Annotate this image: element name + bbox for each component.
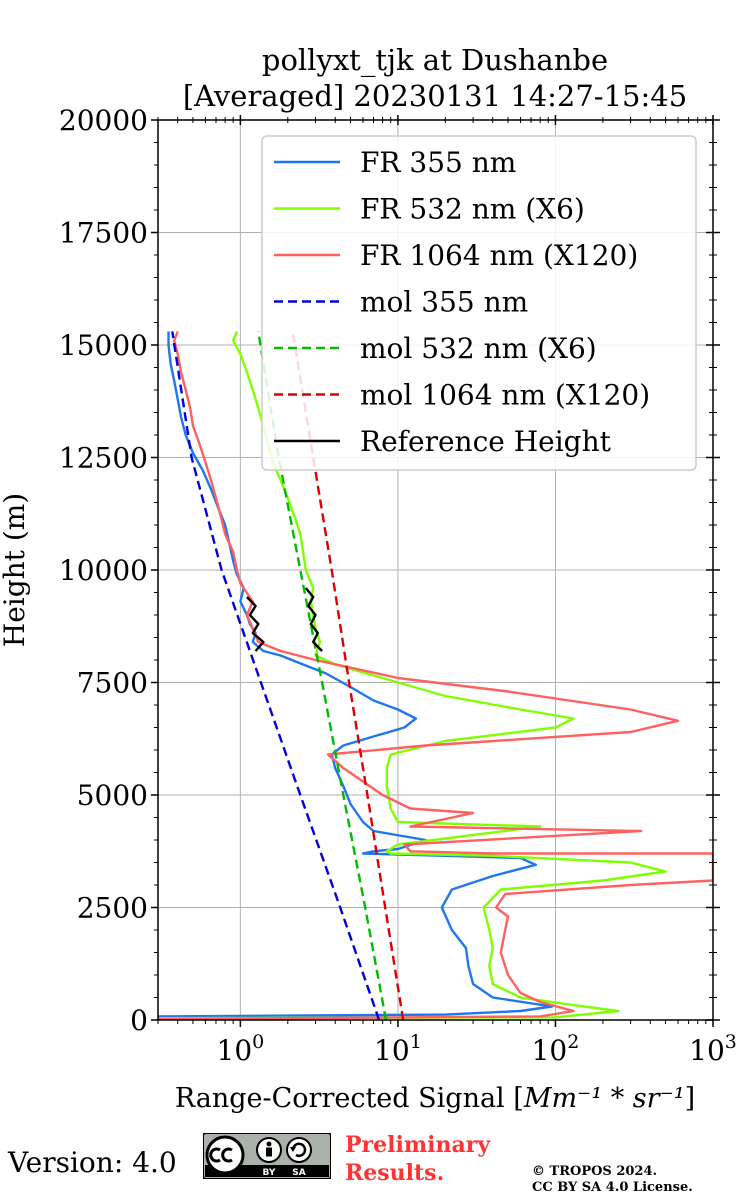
cc-by-sa-badge: BY SA — [203, 1133, 331, 1179]
series-mol-532-nm-x6-line — [257, 331, 388, 1020]
series-reference-height-line — [304, 587, 323, 652]
series-reference-height-line — [246, 596, 265, 652]
x-tick-label: 100 — [217, 1031, 265, 1067]
series-fr-1064-nm-x120-line — [158, 331, 713, 1020]
preliminary-results-note: Preliminary Results. — [345, 1131, 490, 1187]
preliminary-line-1: Preliminary — [345, 1132, 491, 1158]
y-tick-label: 17500 — [59, 217, 148, 250]
y-tick-label: 15000 — [59, 329, 148, 362]
legend-label: mol 532 nm (X6) — [360, 332, 597, 365]
copyright-line-1: © TROPOS 2024. — [532, 1164, 658, 1179]
y-tick-label: 5000 — [77, 779, 148, 812]
svg-text:SA: SA — [292, 1168, 305, 1178]
svg-text:BY: BY — [263, 1168, 276, 1178]
ticks — [151, 115, 720, 1027]
legend-label: FR 1064 nm (X120) — [360, 239, 638, 272]
lidar-profile-chart: 0 2500 5000 7500 10000 12500 15000 17500 20000 1… — [0, 43, 737, 1114]
y-tick-label: 2500 — [77, 892, 148, 925]
copyright-note: © TROPOS 2024. CC BY SA 4.0 License. — [532, 1164, 693, 1196]
y-tick-label: 10000 — [59, 554, 148, 587]
series-fr-355-nm-line — [158, 331, 554, 1018]
share-alike-icon — [286, 1137, 312, 1163]
x-tick-labels: 100 101 102 103 — [217, 1031, 737, 1067]
preliminary-line-2: Results. — [345, 1160, 445, 1186]
legend: FR 355 nm FR 532 nm (X6) FR 1064 nm (X120)… — [261, 135, 697, 471]
chart-title: pollyxt_tjk at Dushanbe — [262, 43, 608, 78]
copyright-line-2: CC BY SA 4.0 License. — [532, 1180, 693, 1195]
plot-lines — [158, 331, 713, 1020]
y-tick-label: 7500 — [77, 667, 148, 700]
series-mol-355-nm-line — [171, 331, 381, 1020]
x-axis-label: Range-Corrected Signal [Mm⁻¹ * sr⁻¹] — [175, 1083, 695, 1114]
legend-label: FR 532 nm (X6) — [360, 193, 585, 226]
y-tick-label: 20000 — [59, 104, 148, 137]
x-tick-label: 101 — [374, 1031, 422, 1067]
y-tick-label: 0 — [130, 1004, 148, 1037]
legend-label: mol 1064 nm (X120) — [360, 379, 650, 412]
y-tick-label: 12500 — [59, 442, 148, 475]
version-label: Version: 4.0 — [8, 1146, 177, 1179]
series-mol-1064-nm-x120-line — [291, 331, 405, 1020]
y-axis-label: Height (m) — [0, 493, 31, 647]
x-tick-label: 103 — [689, 1031, 737, 1067]
y-tick-labels: 0 2500 5000 7500 10000 12500 15000 17500 20000 — [59, 104, 148, 1037]
legend-label: FR 355 nm — [360, 146, 516, 179]
chart-subtitle: [Averaged] 20230131 14:27-15:45 — [183, 79, 687, 113]
cc-logo-icon — [205, 1135, 245, 1175]
x-tick-label: 102 — [532, 1031, 580, 1067]
legend-box — [261, 135, 697, 471]
legend-label: Reference Height — [360, 425, 612, 458]
legend-label: mol 355 nm — [360, 286, 528, 319]
series-fr-532-nm-x6-line — [158, 331, 667, 1020]
